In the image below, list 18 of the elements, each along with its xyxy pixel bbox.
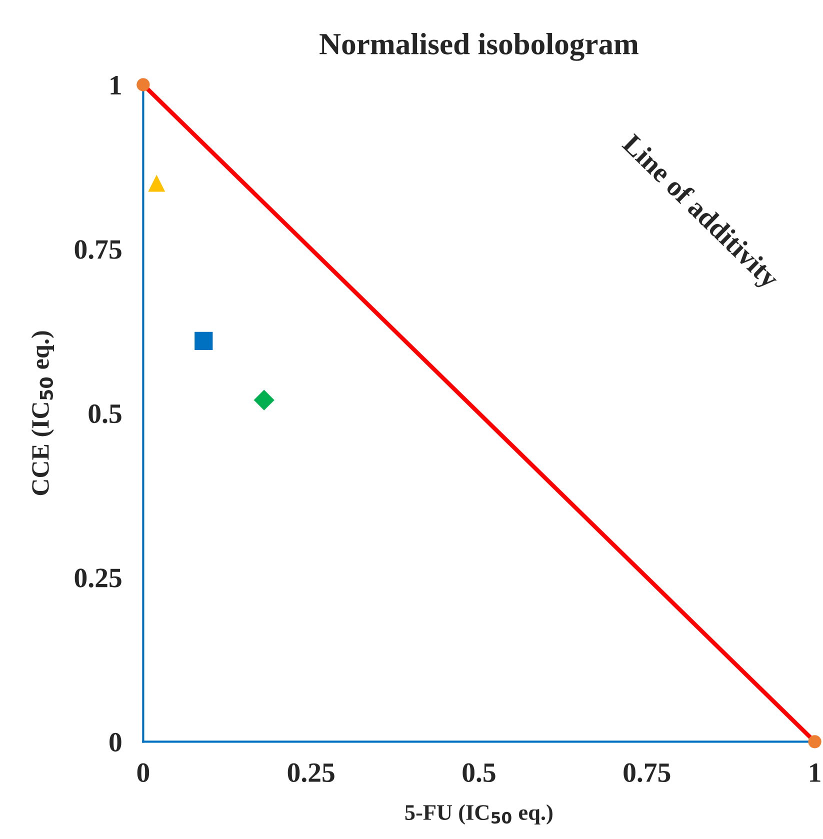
chart-title: Normalised isobologram [320,32,638,61]
y-tick-label: 0.5 [88,404,122,424]
y-tick-label: 0.75 [74,240,122,260]
y-tick-label: 0 [110,732,122,752]
x-tick-label: 0.75 [624,763,670,782]
x-tick-label: 1 [810,763,820,782]
point [148,174,166,192]
x-tick-label: 0.5 [462,763,496,782]
point [254,390,274,410]
y-tick-label: 0.25 [74,568,122,588]
point [808,735,822,748]
x-axis-title: 5-FU (IC$_{50}$ eq.) [405,804,552,825]
point [136,78,150,92]
x-tick-label: 0 [137,763,150,782]
x-tick-label: 0.25 [288,763,334,782]
y-axis-title: CCE (IC$_{50}$ eq.) [31,331,54,496]
point [194,332,213,350]
y-tick-label: 1 [110,76,121,94]
